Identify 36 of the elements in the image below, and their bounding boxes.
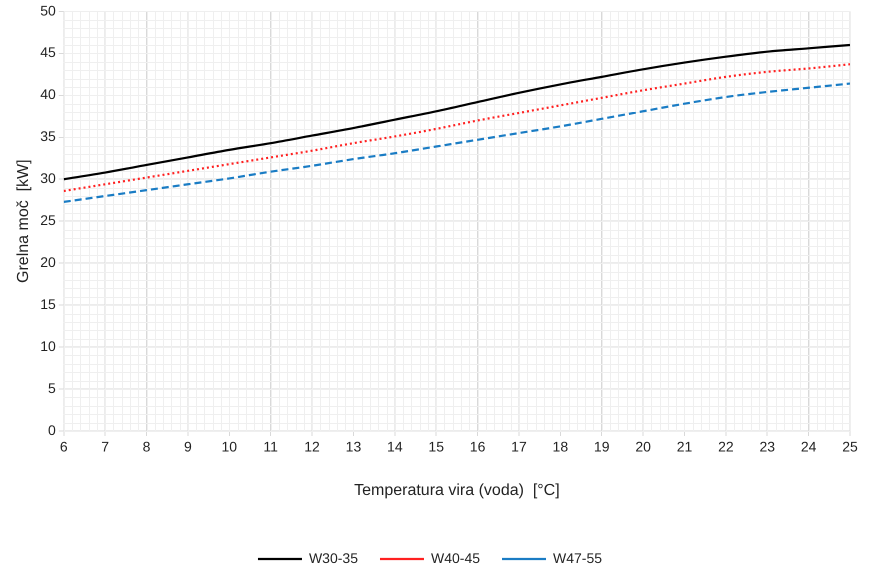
x-tick-label: 22 bbox=[718, 438, 734, 454]
y-tick-label: 50 bbox=[40, 2, 56, 18]
x-tick-label: 11 bbox=[263, 438, 278, 454]
x-tick-label: 17 bbox=[511, 438, 527, 454]
legend-label: W47-55 bbox=[553, 550, 602, 566]
legend-label: W30-35 bbox=[308, 550, 358, 566]
y-tick-label: 35 bbox=[40, 128, 56, 144]
x-axis-title: Temperatura vira (voda) [°C] bbox=[354, 482, 560, 499]
y-tick-label: 40 bbox=[40, 86, 56, 102]
x-tick-label: 15 bbox=[428, 438, 444, 454]
x-tick-label: 8 bbox=[142, 438, 151, 454]
x-tick-label: 13 bbox=[346, 438, 362, 454]
x-tick-label: 10 bbox=[222, 438, 238, 454]
x-tick-label: 7 bbox=[101, 438, 110, 454]
x-tick-label: 6 bbox=[60, 438, 68, 454]
x-tick-label: 20 bbox=[635, 438, 652, 454]
y-tick-label: 0 bbox=[48, 422, 56, 438]
x-tick-label: 18 bbox=[552, 438, 568, 454]
x-tick-label: 25 bbox=[842, 438, 858, 454]
x-tick-label: 23 bbox=[759, 438, 776, 454]
y-tick-label: 20 bbox=[40, 254, 56, 270]
x-tick-label: 9 bbox=[184, 438, 192, 454]
x-tick-label: 12 bbox=[304, 438, 320, 454]
y-tick-label: 10 bbox=[40, 338, 56, 354]
x-tick-label: 24 bbox=[800, 438, 817, 454]
x-tick-label: 16 bbox=[470, 438, 486, 454]
y-tick-label: 25 bbox=[40, 212, 56, 228]
y-tick-label: 15 bbox=[40, 296, 56, 312]
y-tick-label: 30 bbox=[40, 170, 56, 186]
legend-label: W40-45 bbox=[430, 550, 480, 566]
x-tick-label: 14 bbox=[387, 438, 403, 454]
y-tick-label: 5 bbox=[48, 380, 56, 396]
y-tick-label: 45 bbox=[40, 44, 56, 60]
y-axis-title: Grelna moč [kW] bbox=[15, 159, 32, 283]
x-tick-label: 19 bbox=[594, 438, 610, 454]
x-tick-label: 21 bbox=[676, 438, 692, 454]
